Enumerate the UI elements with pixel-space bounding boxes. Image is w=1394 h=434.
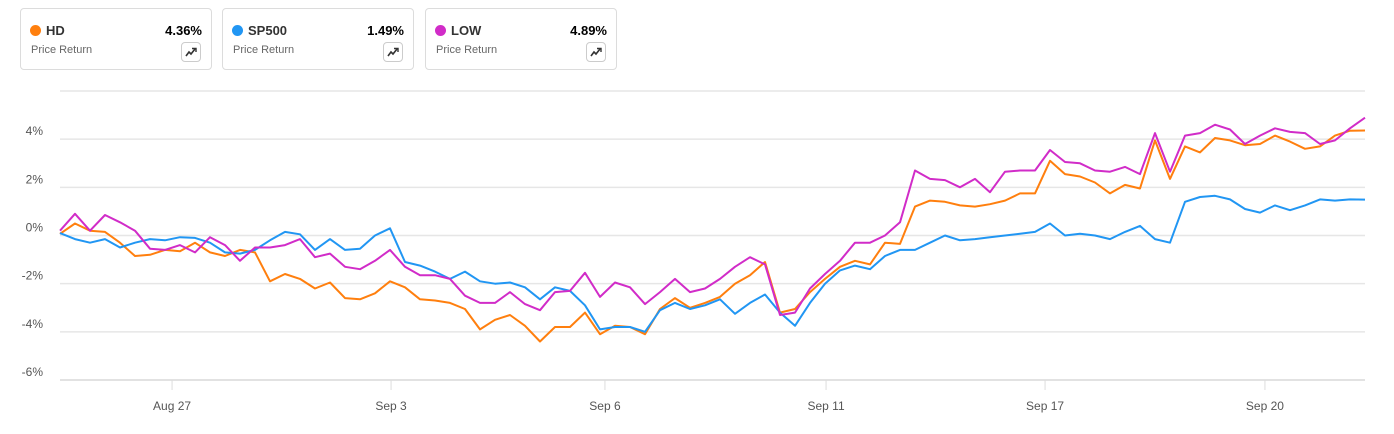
series-return-label: Price Return [233,44,295,56]
y-tick-label: -2% [22,269,44,283]
trend-chart-icon[interactable] [181,42,201,62]
x-tick-label: Sep 6 [589,399,621,413]
series-return-value: 4.89% [570,23,607,38]
x-tick-label: Sep 17 [1026,399,1064,413]
series-color-dot [435,25,446,36]
y-tick-label: 4% [26,124,44,138]
series-color-dot [232,25,243,36]
series-color-dot [30,25,41,36]
x-tick-label: Sep 11 [807,399,844,413]
legend-card-low[interactable]: LOW 4.89% Price Return [425,8,617,70]
x-tick-label: Sep 3 [375,399,407,413]
series-symbol: HD [46,23,65,38]
y-tick-label: -6% [22,365,44,379]
series-line-sp500 [59,194,1366,333]
y-tick-label: 2% [26,172,44,186]
series-line-hd [59,129,1366,343]
x-tick-label: Sep 20 [1246,399,1284,413]
trend-chart-icon[interactable] [586,42,606,62]
series-return-value: 4.36% [165,23,202,38]
x-tick-label: Aug 27 [153,399,191,413]
series-return-value: 1.49% [367,23,404,38]
legend-card-hd[interactable]: HD 4.36% Price Return [20,8,212,70]
series-symbol: LOW [451,23,482,38]
series-symbol: SP500 [248,23,288,38]
trend-chart-icon[interactable] [383,42,403,62]
series-return-label: Price Return [436,44,498,56]
series-line-low [59,116,1366,316]
series-return-label: Price Return [31,44,93,56]
legend-card-sp500[interactable]: SP500 1.49% Price Return [222,8,414,70]
y-tick-label: 0% [26,221,44,235]
y-tick-label: -4% [22,317,44,331]
